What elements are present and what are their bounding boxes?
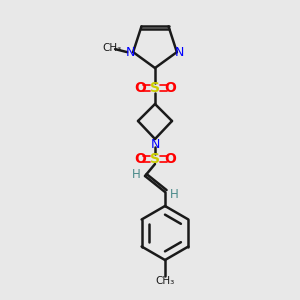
Text: O: O bbox=[164, 152, 176, 166]
Text: CH₃: CH₃ bbox=[155, 276, 175, 286]
Text: O: O bbox=[134, 81, 146, 95]
Text: S: S bbox=[150, 152, 160, 166]
Text: H: H bbox=[169, 188, 178, 200]
Text: CH₃: CH₃ bbox=[103, 43, 122, 53]
Text: N: N bbox=[175, 46, 184, 59]
Text: S: S bbox=[150, 81, 160, 95]
Text: O: O bbox=[164, 81, 176, 95]
Text: N: N bbox=[150, 137, 160, 151]
Text: H: H bbox=[132, 167, 140, 181]
Text: O: O bbox=[134, 152, 146, 166]
Text: N: N bbox=[125, 46, 135, 59]
